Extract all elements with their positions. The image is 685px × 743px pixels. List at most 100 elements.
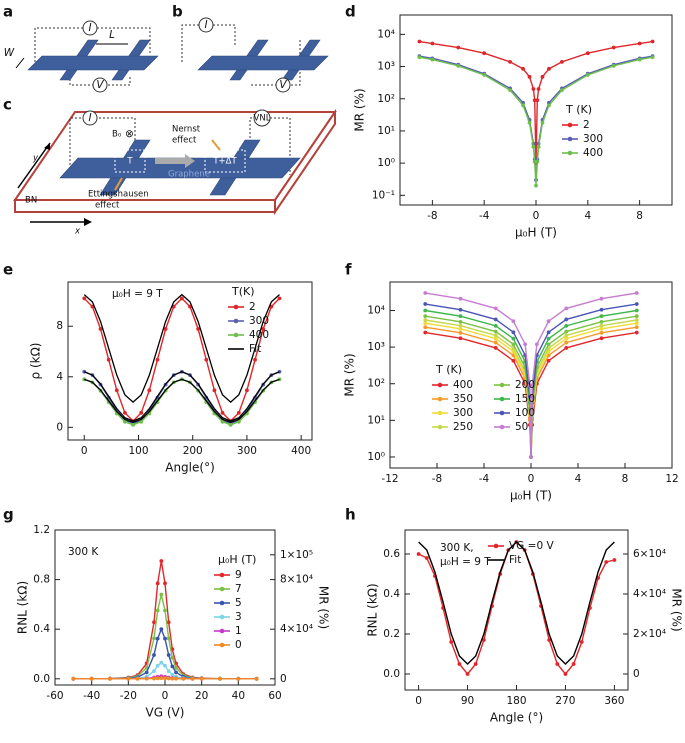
- legend-marker: [219, 642, 225, 648]
- data-point: [417, 39, 422, 44]
- legend-marker: [437, 396, 443, 402]
- legend-title: T (K): [435, 363, 462, 376]
- substrate-label: BN: [25, 196, 37, 206]
- chart-g: g -60 -40 -20 0 20 40 60 0.0 0.4 0.8 1.2 0 4×10⁴ 8×10⁴…: [3, 506, 331, 720]
- data-point: [196, 327, 201, 331]
- data-point: [106, 357, 111, 362]
- x-tick-label: 0: [533, 210, 540, 222]
- data-point: [547, 103, 551, 108]
- y-tick-label: 10²: [377, 93, 395, 105]
- series-line: [73, 560, 257, 680]
- data-point: [564, 323, 569, 328]
- legend-marker: [219, 572, 225, 578]
- current-circuit: [69, 117, 136, 165]
- data-point: [166, 653, 171, 657]
- cold-label: T: [126, 157, 133, 167]
- x-tick-label: -12: [381, 473, 398, 485]
- data-point: [493, 336, 498, 341]
- data-point: [89, 676, 94, 681]
- y-tick-label: 0.0: [383, 668, 400, 680]
- data-point: [114, 388, 119, 393]
- data-point: [174, 665, 178, 670]
- legend-label: 300: [249, 315, 269, 327]
- chart-d: d -8 -4 0 4 8 10⁻¹ 10⁰ 10¹ 10² 10³ 10⁴ μ₀H (T) MR (%)…: [345, 3, 673, 240]
- data-point: [179, 296, 184, 301]
- data-point: [579, 640, 584, 644]
- data-point: [534, 342, 539, 347]
- data-point: [458, 323, 463, 328]
- data-point: [159, 627, 164, 632]
- data-point: [155, 608, 160, 613]
- data-point: [634, 321, 639, 326]
- data-point: [457, 662, 462, 666]
- data-point: [152, 653, 156, 657]
- data-point: [547, 66, 551, 71]
- data-point: [163, 636, 167, 641]
- data-point: [473, 662, 478, 666]
- legend-label: 400: [249, 329, 269, 341]
- annotation: μ₀H = 9 T: [440, 556, 491, 568]
- y2-tick-label: 0: [280, 673, 287, 685]
- data-point: [540, 120, 545, 125]
- nernst-label: effect: [172, 136, 197, 146]
- data-point: [458, 319, 463, 324]
- y-tick-label: 0.4: [383, 588, 400, 600]
- hot-spot: [204, 149, 246, 173]
- panel-letter: e: [3, 261, 13, 279]
- data-point: [511, 342, 516, 347]
- y-axis-label: ρ (kΩ): [29, 343, 43, 380]
- data-point: [170, 676, 175, 681]
- legend-label: 2: [583, 119, 590, 131]
- panel-letter: g: [3, 506, 14, 524]
- data-point: [585, 51, 590, 56]
- data-point: [458, 296, 463, 301]
- x-tick-label: -4: [479, 473, 490, 485]
- legend-title: T (K): [565, 103, 592, 116]
- y-tick-label: 10³: [367, 341, 385, 353]
- y-tick-label: 0.2: [383, 628, 400, 640]
- data-point: [220, 419, 225, 424]
- data-point: [144, 676, 149, 681]
- data-point: [139, 419, 144, 424]
- legend-label: 1: [235, 625, 242, 637]
- legend-label: 250: [453, 421, 473, 433]
- annotation: μ₀H = 9 T: [112, 288, 163, 300]
- data-point: [540, 74, 545, 79]
- data-point: [108, 676, 112, 681]
- voltage-label: VNL: [254, 114, 271, 124]
- legend-marker: [219, 600, 225, 606]
- x-tick-label: -20: [120, 690, 137, 702]
- legend-marker: [499, 382, 505, 388]
- x-axis-label: VG (V): [146, 706, 185, 720]
- annotation: 300 K,: [440, 542, 474, 554]
- meter: [253, 109, 271, 127]
- data-point: [521, 66, 525, 71]
- series-line: [418, 541, 615, 665]
- x-tick-label: 90: [461, 695, 474, 707]
- x-axis-label: μ₀H (T): [515, 226, 557, 240]
- x-tick-label: 4: [575, 473, 582, 485]
- y-tick-label: 10⁴: [367, 304, 385, 316]
- data-point: [139, 410, 144, 415]
- y2-tick-label: 6×10⁴: [633, 548, 666, 560]
- data-point: [423, 308, 428, 313]
- x-tick-label: 4: [584, 210, 591, 222]
- data-point: [166, 620, 171, 625]
- data-point: [523, 342, 528, 347]
- data-point: [152, 676, 156, 681]
- ettingshausen-label: Ettingshausen: [88, 190, 149, 200]
- data-point: [458, 330, 463, 335]
- data-point: [181, 676, 186, 681]
- legend-label: 2: [249, 301, 256, 313]
- data-point: [493, 323, 498, 328]
- legend-label: 7: [235, 583, 242, 595]
- data-point: [423, 321, 428, 326]
- series-line: [84, 378, 280, 426]
- x-tick-label: 100: [128, 445, 148, 457]
- data-point: [458, 307, 463, 312]
- y2-tick-label: 4×10⁴: [633, 588, 666, 600]
- legend-marker: [219, 628, 225, 634]
- hot-label: T+ΔT: [212, 157, 237, 167]
- panel-letter: c: [3, 96, 12, 114]
- data-point: [204, 357, 209, 362]
